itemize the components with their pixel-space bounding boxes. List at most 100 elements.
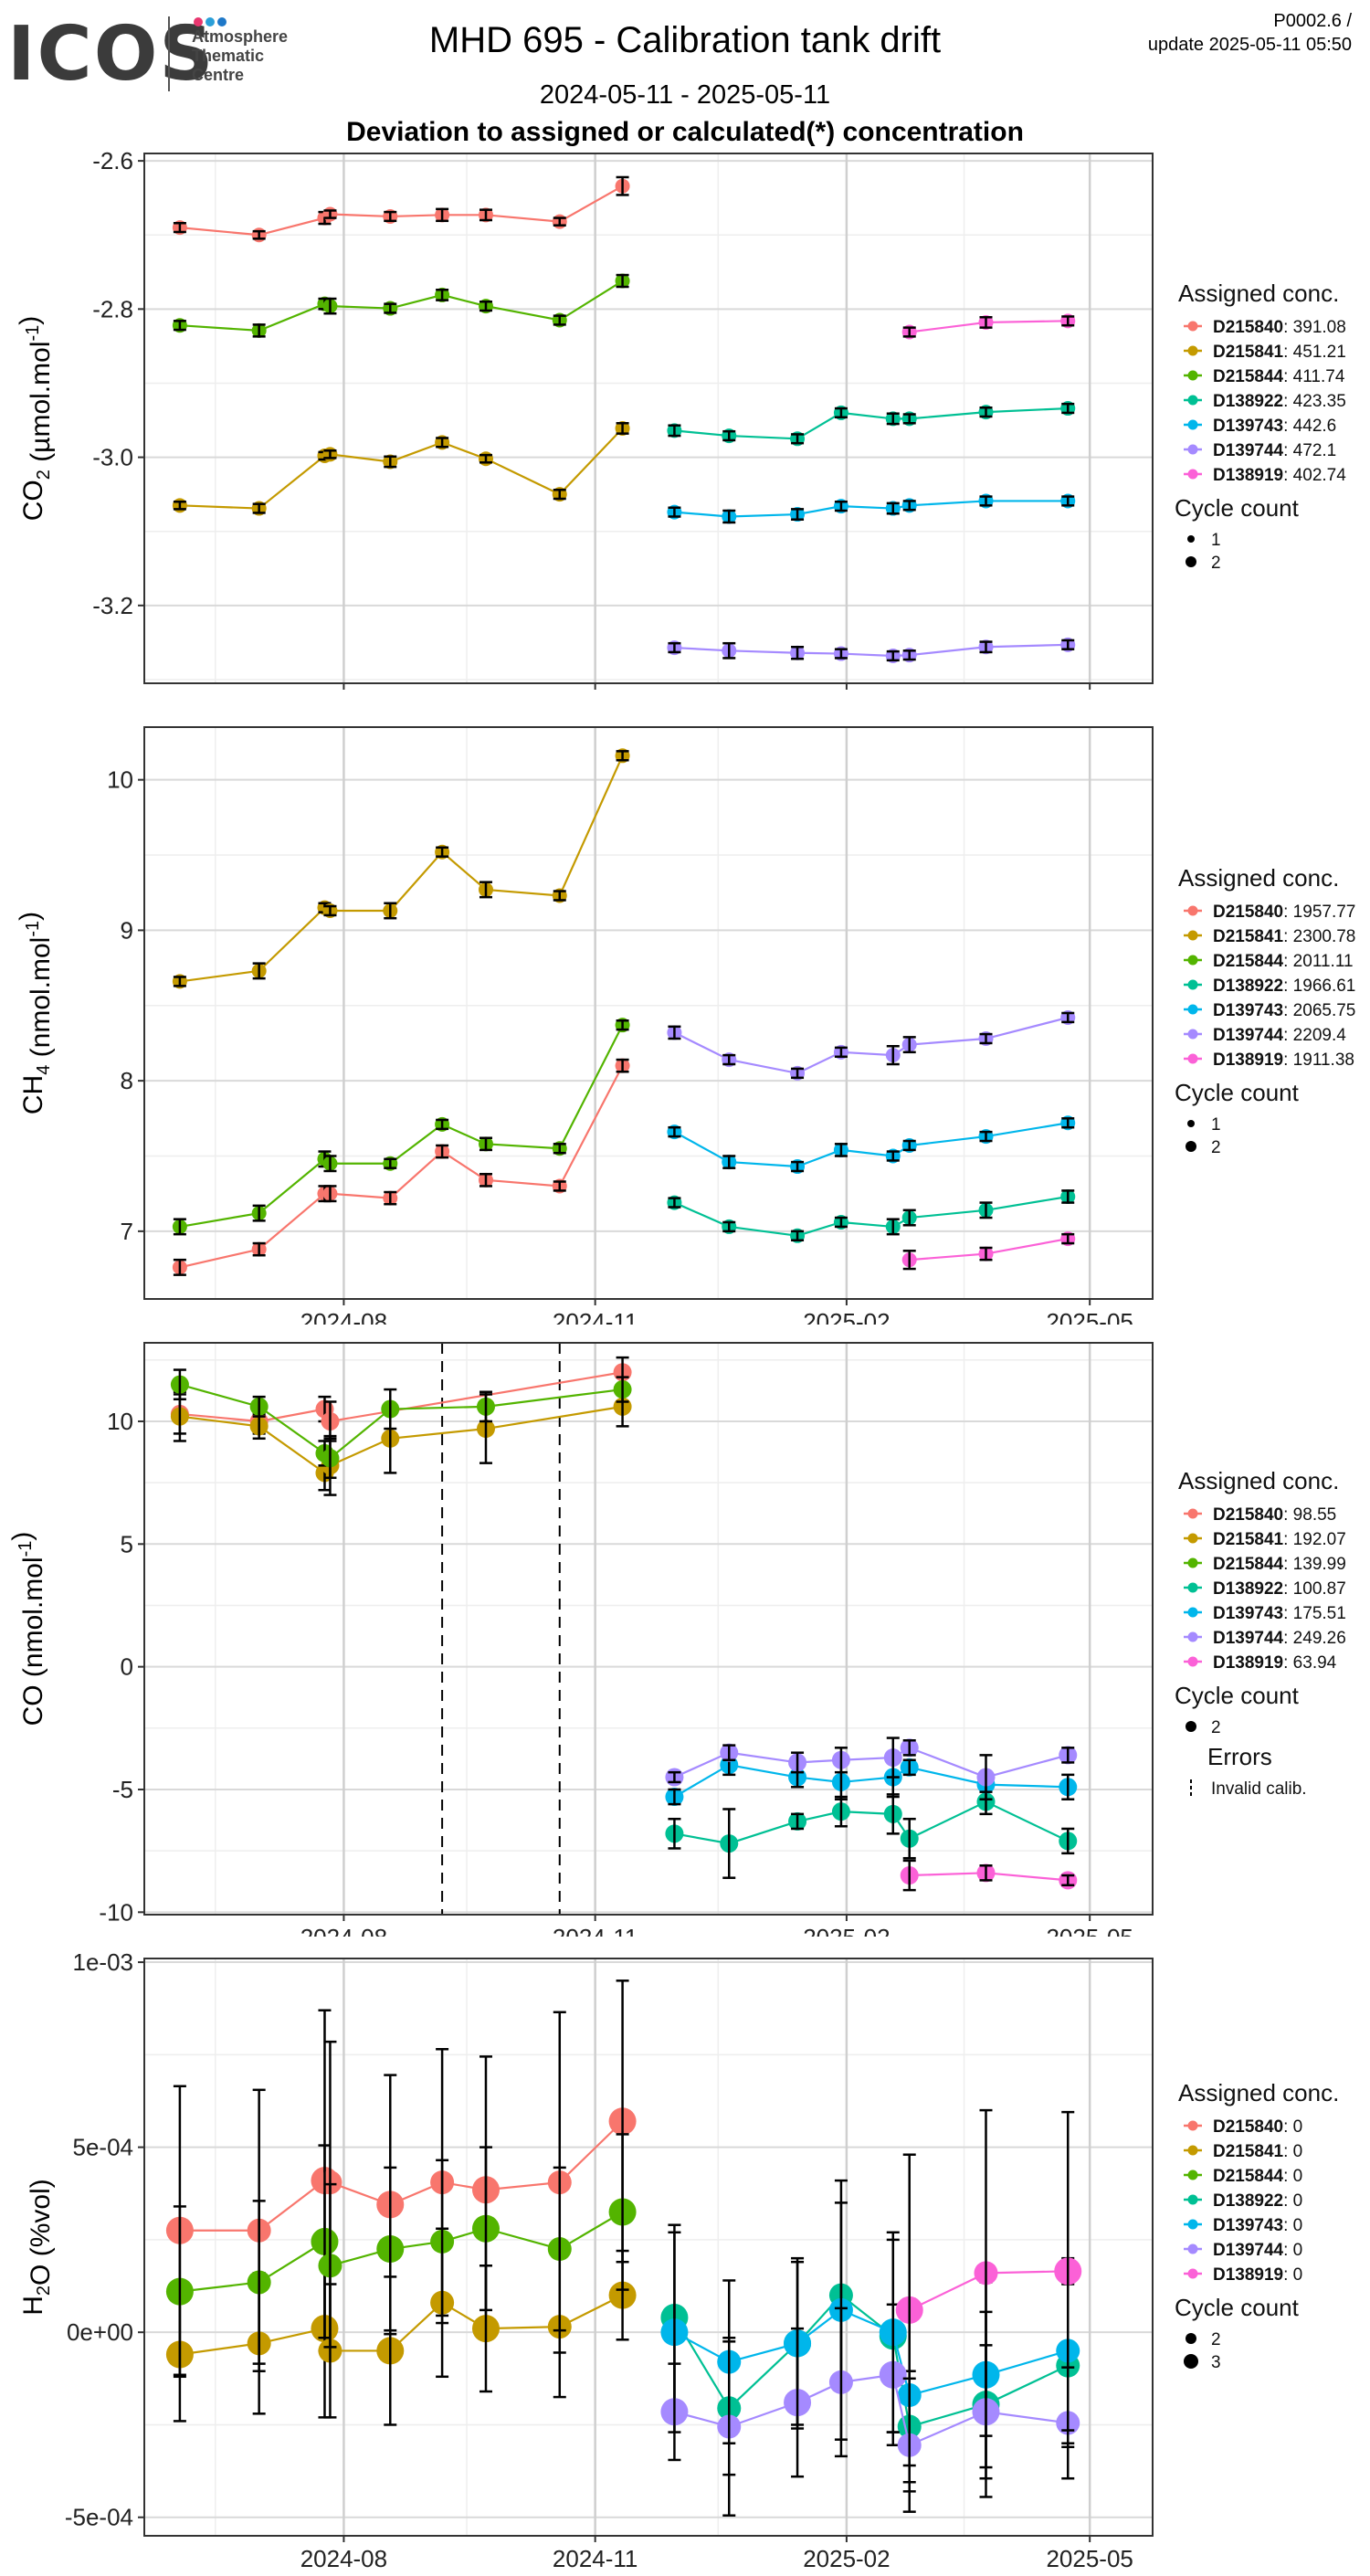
legend-label: D215841: 2300.78 [1213, 927, 1355, 946]
co-panel: 10 5 0 -5 -10 2024-08 2024-11 2025-02 2025-05 CO … [7, 1342, 1346, 1937]
size-legend-point [1186, 556, 1196, 567]
x-tick-label: 2024-08 [300, 1924, 387, 1937]
legend-series-value: : 0 [1283, 2167, 1302, 2186]
y-tick-label: 0 [121, 1653, 133, 1681]
errors-legend-label: Invalid calib. [1211, 1779, 1307, 1799]
series-line-D139744 [673, 1747, 1069, 1779]
x-tick-label: 2024-08 [300, 692, 387, 694]
update-timestamp: update 2025-05-11 05:50 [1147, 35, 1352, 55]
plot-border [143, 1342, 1154, 1916]
series-line-D139744 [673, 1016, 1069, 1075]
y-axis-title-part: H [18, 2296, 48, 2316]
plot-area [144, 1958, 1153, 2536]
legend-series-value: : 0 [1283, 2216, 1302, 2235]
logo-divider [168, 16, 170, 91]
legend-label: D215840: 0 [1213, 2117, 1302, 2137]
logo-dot-darkblue [217, 17, 227, 26]
legend-swatch-point [1187, 2194, 1198, 2205]
legend-label: D138922: 423.35 [1213, 392, 1346, 411]
legend-label: D215844: 0 [1213, 2167, 1302, 2186]
legend-series-value: : 139.99 [1283, 1555, 1346, 1574]
legend-series-value: : 98.55 [1283, 1505, 1336, 1525]
co2-panel: -2.6 -2.8 -3.0 -3.2 2024-08 2024-11 2025-02 202… [15, 147, 1346, 694]
legend-series-value: : 0 [1283, 2191, 1302, 2211]
legend-swatch-point [1187, 979, 1198, 990]
legend-label: D138919: 0 [1213, 2265, 1302, 2285]
series-line-D138922 [674, 1800, 1069, 1845]
legend-series-name: D138922 [1213, 2191, 1283, 2211]
y-axis-title-part: O (%vol) [26, 2179, 56, 2286]
legend-swatch-point [1187, 469, 1198, 480]
y-axis-title-part: -1 [16, 1541, 36, 1557]
legend-series-name: D139743 [1213, 1001, 1283, 1020]
x-tick-label: 2025-02 [803, 2545, 890, 2572]
size-legend-label: 2 [1211, 1718, 1221, 1737]
legend-series-value: : 1911.38 [1283, 1050, 1354, 1070]
y-axis-title-part: CO (nmol.mol [18, 1557, 48, 1726]
y-tick-label: 7 [121, 1218, 133, 1245]
legend-label: D215844: 139.99 [1213, 1555, 1346, 1574]
legend-series-value: : 411.74 [1283, 367, 1345, 386]
legend-swatch-point [1187, 444, 1198, 455]
y-tick-label: -2.8 [92, 295, 133, 322]
x-tick-label: 2024-08 [300, 2545, 387, 2572]
legend-series-value: : 249.26 [1283, 1629, 1346, 1648]
legend-series-value: : 2209.4 [1283, 1026, 1346, 1045]
legend-swatch-point [1187, 1582, 1198, 1593]
legend-label: D139743: 442.6 [1213, 417, 1336, 436]
size-legend-point [1187, 1120, 1195, 1127]
x-tick-label: 2025-02 [803, 1924, 890, 1937]
h2o-panel: 1e-03 5e-04 0e+00 -5e-04 2024-08 2024-11 2025-… [18, 1948, 1339, 2572]
legend-label: D139744: 2209.4 [1213, 1026, 1346, 1045]
series-line-D139744 [674, 643, 1069, 658]
legend-swatch-point [1187, 2219, 1198, 2230]
series-line-D138922 [673, 1195, 1069, 1237]
logo-sub-line: Thematic [192, 47, 265, 65]
legend-swatch-point [1187, 419, 1198, 430]
legend-series-value: : 391.08 [1283, 318, 1346, 337]
legend-series-value: : 472.1 [1283, 441, 1336, 460]
y-tick-label: 5e-04 [73, 2134, 134, 2161]
series-line-D139743 [673, 1763, 1069, 1798]
legend-series-value: : 63.94 [1283, 1653, 1337, 1673]
x-tick-label: 2024-11 [553, 1924, 638, 1937]
legend-swatch-point [1187, 1631, 1198, 1642]
legend-series-value: : 2011.11 [1283, 952, 1353, 971]
y-axis-title-part: (nmol.mol [26, 937, 56, 1065]
legend-series-name: D215840 [1213, 2117, 1283, 2137]
report-header: ICOS Atmosphere Thematic Centre MHD 695 … [0, 0, 1370, 155]
legend-series-value: : 2065.75 [1283, 1001, 1355, 1020]
legend-series-value: : 2300.78 [1283, 927, 1355, 946]
legend-series-name: D215844 [1213, 1555, 1284, 1574]
size-legend-title: Cycle count [1175, 1682, 1300, 1709]
legend-label: D215840: 1957.77 [1213, 903, 1355, 922]
legend-series-name: D139743 [1213, 2216, 1283, 2235]
legend-series-name: D139743 [1213, 417, 1283, 436]
size-legend-title: Cycle count [1175, 2294, 1300, 2321]
legend-swatch-point [1187, 1004, 1198, 1015]
legend-swatch-point [1187, 2243, 1198, 2254]
legend-series-name: D138922 [1213, 1579, 1283, 1599]
y-tick-label: 5 [121, 1530, 133, 1557]
y-axis-title-part: ) [15, 316, 45, 325]
legend-label: D139744: 0 [1213, 2241, 1302, 2260]
legend-series-name: D215844 [1213, 2167, 1284, 2186]
version-info: P0002.6 / update 2025-05-11 05:50 [1148, 9, 1352, 57]
series-line-D139744 [674, 2373, 1069, 2447]
plot-border [143, 1958, 1154, 2537]
x-tick-label: 2025-05 [1046, 1308, 1133, 1325]
legend-label: D215844: 2011.11 [1213, 952, 1354, 971]
logo-dots-icon [194, 15, 229, 31]
plot-area [144, 727, 1153, 1299]
legend-series-value: : 0 [1283, 2265, 1302, 2285]
y-tick-label: -5e-04 [65, 2504, 133, 2531]
legend-series-value: : 0 [1283, 2117, 1302, 2137]
legend-label: D138922: 0 [1213, 2191, 1302, 2211]
plot-area [144, 153, 1153, 683]
legend-swatch-point [1187, 2268, 1198, 2279]
legend-swatch-point [1187, 345, 1198, 356]
legend-swatch-point [1187, 1029, 1198, 1040]
legend-label: D139744: 249.26 [1213, 1629, 1346, 1648]
legend-label: D215844: 411.74 [1213, 367, 1345, 386]
legend-series-name: D138919 [1213, 1653, 1283, 1673]
